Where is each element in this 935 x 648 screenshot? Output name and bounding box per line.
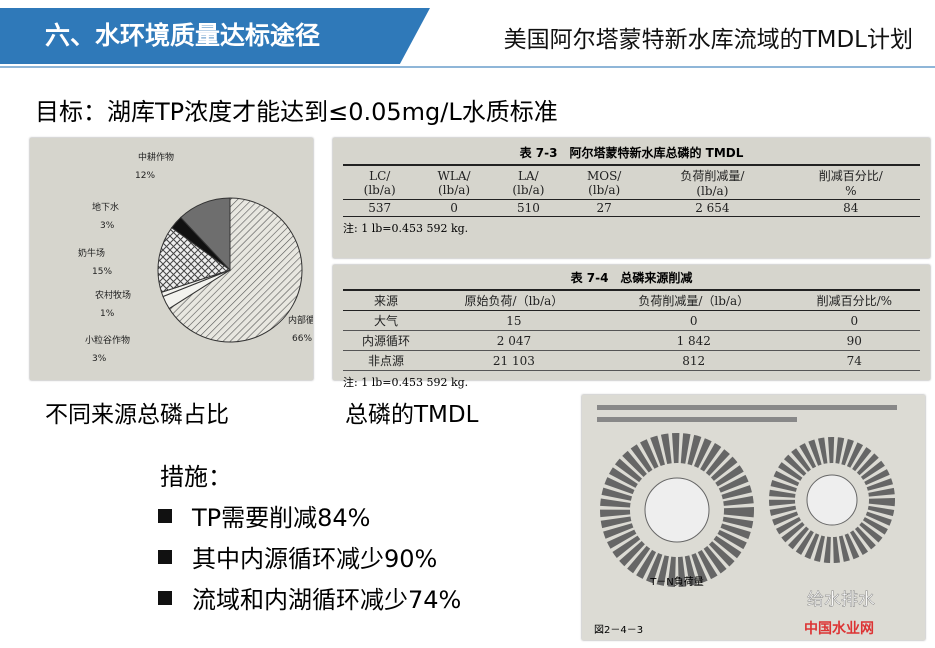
header-line: (lb/a) <box>696 184 729 198</box>
header-cell: 削减百分比/% <box>816 294 893 308</box>
section-title: 六、水环境质量达标途径 <box>0 8 430 64</box>
pie-slice <box>157 226 232 293</box>
table2-photo: 表 7-4 总磷来源削减 来源 原始负荷/（lb/a） 负荷削减量/（lb/a） 削减… <box>333 265 930 389</box>
cell: 90 <box>846 333 862 348</box>
measure-item: 其中内源循环减少90% <box>158 539 461 574</box>
row: 大气 15 0 0 <box>343 311 920 331</box>
table-note: 注: 1 lb=0.453 592 kg. <box>343 222 469 235</box>
table1-photo: 表 7-3 阿尔塔蒙特新水库总磷的 TMDL LC/(lb/a) WLA/(lb/… <box>333 138 930 258</box>
cell: 非点源 <box>367 354 404 368</box>
slice-value: 3% <box>92 354 107 364</box>
measures: 措施： TP需要削减84% 其中内源循环减少90% 流域和内湖循环减少74% <box>158 457 462 615</box>
slide-title: 美国阿尔塔蒙特新水库流域的TMDL计划 <box>503 27 913 53</box>
measures-title: 措施： <box>160 463 232 491</box>
header-line: (lb/a) <box>363 182 396 197</box>
pie-slice <box>180 197 231 272</box>
header-line: (lb/a) <box>438 182 471 197</box>
cell: 内源循环 <box>361 334 410 348</box>
row: 非点源 21 103 812 74 <box>343 351 920 371</box>
watermark: 给水排水 <box>807 590 875 610</box>
slice-label: 地下水 <box>92 201 119 213</box>
slice-label: 奶牛场 <box>78 247 105 259</box>
cell: 510 <box>516 201 540 215</box>
row: 537 0 510 27 2 654 84 <box>343 200 920 217</box>
table: 来源 原始负荷/（lb/a） 负荷削减量/（lb/a） 削减百分比/% 大气 15 0 0 内源… <box>343 289 920 371</box>
header-cell: LC/(lb/a) <box>343 165 416 200</box>
slice-value: 15% <box>92 267 112 277</box>
measure-text: 流域和内湖循环减少74% <box>192 586 462 614</box>
header-line: 负荷削减量/ <box>680 169 745 183</box>
cell: 1 842 <box>676 333 711 348</box>
cell: 0 <box>689 313 698 328</box>
header-cell: 原始负荷/（lb/a） <box>464 294 564 308</box>
slice-value: 1% <box>100 309 115 319</box>
row: 内源循环 2 047 1 842 90 <box>343 331 920 351</box>
cell: 0 <box>450 201 458 215</box>
watermark-site: 中国水业网 <box>804 620 874 637</box>
bullet <box>158 590 172 605</box>
cell: 84 <box>843 201 859 215</box>
header-line: WLA/ <box>437 168 471 183</box>
cell: 2 047 <box>496 333 532 348</box>
header-line: LC/ <box>369 168 391 183</box>
header-cell: 负荷削减量/（lb/a） <box>638 294 750 308</box>
measure-item: 流域和内湖循环减少74% <box>158 580 462 615</box>
pie-photo: 内部循环 66% 小粒谷作物 3% 农村牧场 1% 奶牛场 15% 地下水 3% 中耕作物 12% <box>30 138 313 380</box>
header-cell: LA/(lb/a) <box>492 165 565 200</box>
photo-label: T－N負荷量 <box>649 576 704 588</box>
bullet <box>158 549 172 564</box>
table-title: 表 7-4 总磷来源削减 <box>570 271 693 285</box>
header-row: 来源 原始负荷/（lb/a） 负荷削减量/（lb/a） 削减百分比/% <box>343 290 920 311</box>
header-row: LC/(lb/a) WLA/(lb/a) LA/(lb/a) MOS/(lb/a) 负荷… <box>343 165 920 200</box>
slice-label: 内部循环 <box>288 314 313 326</box>
header-cell: 负荷削减量/(lb/a) <box>643 165 781 200</box>
slice-label: 农村牧场 <box>95 289 131 301</box>
measure-text: TP需要削减84% <box>192 504 371 532</box>
header-cell: WLA/(lb/a) <box>416 165 491 200</box>
cell: 74 <box>846 353 862 368</box>
slice-value: 12% <box>135 171 155 181</box>
header-cell: MOS/(lb/a) <box>565 165 643 200</box>
measure-text: 其中内源循环减少90% <box>192 545 438 573</box>
header-line: % <box>845 184 857 198</box>
photo-figure: 図2－4－3 <box>594 624 643 636</box>
header-line: LA/ <box>518 168 539 183</box>
cell: 812 <box>682 353 706 368</box>
caption: 不同来源总磷占比 <box>45 402 229 428</box>
donut-photo: T－N負荷量 図2－4－3 给水排水 中国水业网 <box>582 395 925 640</box>
header-line: MOS/ <box>586 168 622 183</box>
cell: 2 654 <box>695 201 730 215</box>
caption: 总磷的TMDL <box>345 402 479 428</box>
table-title: 表 7-3 阿尔塔蒙特新水库总磷的 TMDL <box>519 146 744 160</box>
pie-slice <box>168 197 303 343</box>
bullet <box>158 508 172 523</box>
goal: 目标：湖库TP浓度才能达到≤0.05mg/L水质标准 <box>35 98 558 126</box>
slice-value: 3% <box>100 221 115 231</box>
slice-label: 小粒谷作物 <box>85 334 130 346</box>
cell: 21 103 <box>492 353 535 368</box>
header-line: (lb/a) <box>512 182 545 197</box>
divider <box>0 66 935 68</box>
slice-value: 66% <box>292 334 312 344</box>
cell: 大气 <box>373 314 398 328</box>
header-line: 削减百分比/ <box>818 169 883 183</box>
cell: 537 <box>368 201 392 215</box>
cell: 27 <box>596 201 612 215</box>
measure-item: TP需要削减84% <box>158 498 461 533</box>
cell: 15 <box>506 313 522 328</box>
table: LC/(lb/a) WLA/(lb/a) LA/(lb/a) MOS/(lb/a) 负荷… <box>343 164 920 217</box>
cell: 0 <box>850 313 859 328</box>
table-note: 注: 1 lb=0.453 592 kg. <box>343 376 469 389</box>
slice-label: 中耕作物 <box>138 151 174 163</box>
header-cell: 削减百分比/% <box>782 165 920 200</box>
header-line: (lb/a) <box>588 182 621 197</box>
header-cell: 来源 <box>373 294 398 308</box>
